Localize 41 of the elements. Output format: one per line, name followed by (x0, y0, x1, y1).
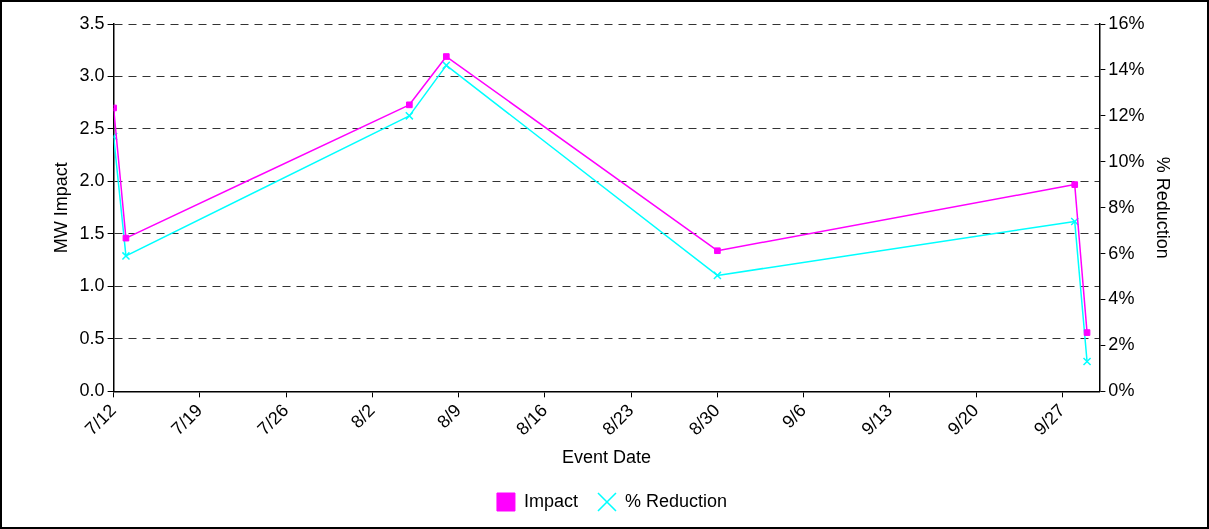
legend-label: Impact (523, 490, 578, 511)
y2-tick-label: 2% (1108, 334, 1135, 355)
legend-label: % Reduction (624, 490, 728, 511)
x-tick-label: 8/2 (346, 400, 379, 433)
y-tick-label: 0.5 (79, 327, 105, 348)
point (406, 101, 413, 109)
y2-tick-label: 12% (1108, 104, 1145, 125)
point (1083, 329, 1091, 336)
y-tick-label: 1.0 (79, 275, 105, 296)
point (1071, 181, 1079, 188)
y-tick-label: 2.0 (79, 170, 105, 191)
y-tick-label: 0.0 (79, 380, 105, 401)
y2-tick-label: 10% (1108, 150, 1145, 171)
x-tick-label: 7/12 (81, 400, 120, 440)
point (121, 251, 131, 261)
x-tick-label: 8/9 (433, 400, 465, 433)
y2-tick-label: 8% (1108, 196, 1135, 217)
y-tick-label: 3.5 (79, 12, 105, 33)
x-axis-title: Event Date (561, 447, 652, 468)
point (405, 111, 414, 121)
y-tick-label: 1.5 (79, 222, 105, 243)
y-axis-title: MW Impact (50, 162, 71, 254)
y2-tick-label: 4% (1108, 288, 1135, 309)
point (713, 271, 722, 280)
point (442, 53, 450, 60)
y-tick-label: 2.5 (79, 117, 105, 138)
point (122, 234, 130, 242)
x-tick-label: 8/30 (684, 400, 724, 440)
y2-tick-label: 6% (1108, 242, 1135, 263)
point (1070, 217, 1080, 226)
point (442, 61, 451, 70)
y2-axis-title: % Reduction (1153, 156, 1174, 259)
x-tick-label: 7/19 (167, 400, 207, 440)
y-tick-label: 3.0 (79, 65, 105, 86)
y2-tick-label: 0% (1108, 380, 1135, 401)
y2-tick-label: 14% (1108, 58, 1145, 79)
y2-tick-label: 16% (1108, 12, 1145, 33)
point (1082, 357, 1092, 366)
x-tick-label: 9/6 (778, 400, 810, 433)
point (714, 247, 721, 255)
x-tick-label: 7/26 (253, 400, 293, 440)
